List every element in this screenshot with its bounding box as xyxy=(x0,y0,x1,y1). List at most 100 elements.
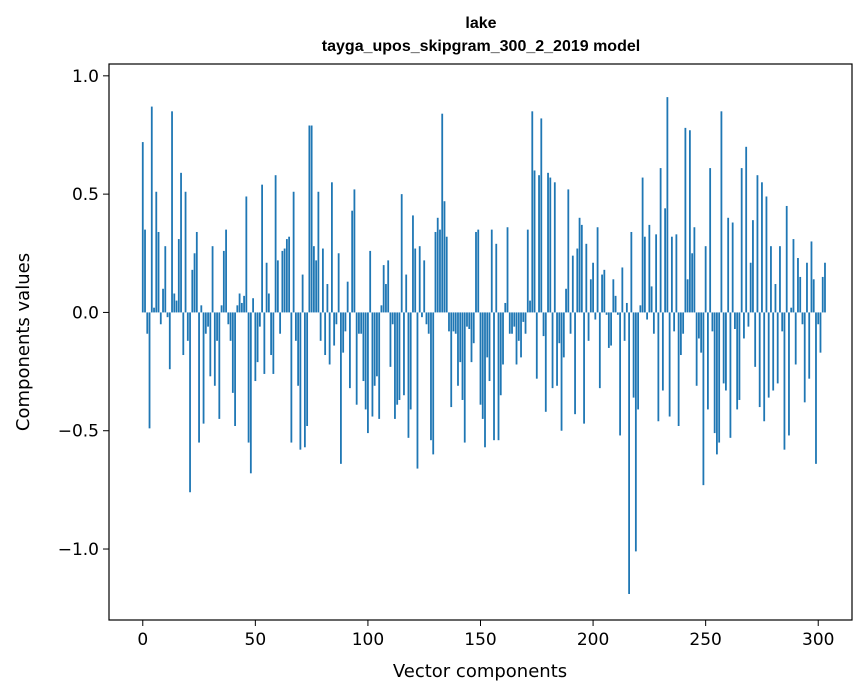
bar-component-13 xyxy=(171,111,173,313)
bar-component-269 xyxy=(747,312,750,327)
bar-component-180 xyxy=(547,172,549,313)
bar-component-29 xyxy=(207,312,209,327)
bar-component-51 xyxy=(256,312,259,363)
bar-component-251 xyxy=(707,312,709,410)
bar-component-241 xyxy=(684,127,687,313)
bar-component-80 xyxy=(321,248,324,313)
bar-component-62 xyxy=(281,250,284,313)
bar-component-218 xyxy=(632,312,635,398)
bar-component-208 xyxy=(610,312,612,346)
bar-component-135 xyxy=(445,236,448,313)
bar-component-193 xyxy=(576,248,579,313)
y-axis-ticks: 1.0 0.5 0.0 −0.5 −1.0 xyxy=(58,67,109,560)
bar-component-8 xyxy=(159,312,162,325)
bar-component-97 xyxy=(360,312,363,334)
bar-component-246 xyxy=(695,312,698,386)
bar-component-233 xyxy=(666,97,669,313)
bar-component-222 xyxy=(641,177,644,313)
bar-component-22 xyxy=(191,269,194,313)
bar-component-150 xyxy=(479,312,482,405)
bar-component-249 xyxy=(702,312,705,486)
x-tick-label: 150 xyxy=(464,630,496,650)
bar-component-40 xyxy=(231,312,234,393)
bar-component-48 xyxy=(249,312,252,474)
bar-component-169 xyxy=(522,312,525,322)
bar-component-79 xyxy=(319,312,322,341)
bar-component-106 xyxy=(380,305,383,313)
bar-component-164 xyxy=(511,312,513,334)
bar-component-275 xyxy=(761,182,763,313)
bar-component-299 xyxy=(815,312,817,464)
bar-component-168 xyxy=(520,312,522,358)
bar-component-165 xyxy=(513,312,516,327)
bar-component-155 xyxy=(490,229,493,313)
x-tick-label: 50 xyxy=(245,630,267,650)
bar-component-82 xyxy=(326,284,329,313)
bar-component-49 xyxy=(252,298,254,313)
bar-component-156 xyxy=(493,312,495,441)
bar-component-158 xyxy=(497,312,500,441)
bar-component-69 xyxy=(297,312,300,386)
bar-component-28 xyxy=(204,312,207,334)
bar-component-26 xyxy=(200,305,203,313)
bar-component-38 xyxy=(227,312,230,325)
bar-component-272 xyxy=(754,312,757,367)
bar-component-268 xyxy=(745,146,748,313)
bar-component-186 xyxy=(560,312,563,431)
x-tick-label: 100 xyxy=(352,630,384,650)
bar-component-102 xyxy=(371,312,374,417)
bar-component-65 xyxy=(288,236,291,313)
bar-component-96 xyxy=(358,312,360,334)
bar-component-59 xyxy=(274,175,277,313)
bar-component-243 xyxy=(688,130,691,313)
bar-component-43 xyxy=(238,293,241,313)
bar-component-161 xyxy=(504,302,507,313)
bar-component-163 xyxy=(508,312,511,334)
bar-component-21 xyxy=(189,312,191,493)
bar-component-90 xyxy=(344,312,347,332)
bar-component-189 xyxy=(567,189,570,313)
bar-component-238 xyxy=(677,312,680,426)
bar-component-11 xyxy=(166,312,169,318)
bar-component-252 xyxy=(709,168,712,313)
bar-component-103 xyxy=(373,312,376,386)
bar-component-298 xyxy=(812,279,815,313)
bar-component-302 xyxy=(821,276,824,313)
bar-component-237 xyxy=(675,234,678,313)
x-tick-label: 0 xyxy=(137,630,148,650)
y-tick-label: −1.0 xyxy=(58,540,99,560)
bar-component-279 xyxy=(770,246,772,313)
bar-component-107 xyxy=(382,265,385,313)
bar-component-282 xyxy=(776,312,779,384)
bar-component-124 xyxy=(421,312,423,318)
bar-component-261 xyxy=(729,312,732,438)
bar-component-3 xyxy=(148,312,151,429)
bar-component-182 xyxy=(551,312,554,389)
bar-component-247 xyxy=(698,312,700,339)
bar-component-267 xyxy=(743,312,745,339)
bar-component-66 xyxy=(290,312,293,443)
bar-component-221 xyxy=(639,305,642,313)
bar-component-181 xyxy=(549,177,552,313)
bar-component-209 xyxy=(612,279,615,313)
bar-component-19 xyxy=(184,191,187,313)
bar-component-278 xyxy=(767,312,770,398)
bar-component-101 xyxy=(369,250,372,313)
bar-component-204 xyxy=(601,274,603,313)
bar-component-188 xyxy=(565,288,567,313)
x-tick-label: 250 xyxy=(689,630,721,650)
bar-component-122 xyxy=(416,312,419,469)
bar-component-25 xyxy=(198,312,200,443)
bar-component-184 xyxy=(556,312,558,386)
bar-component-116 xyxy=(403,312,405,396)
bar-component-200 xyxy=(592,262,594,313)
bar-component-5 xyxy=(153,307,155,313)
bar-component-10 xyxy=(164,246,167,313)
bar-component-199 xyxy=(589,279,592,313)
bar-component-166 xyxy=(515,312,518,365)
chart-title-line-1: lake xyxy=(465,15,496,32)
bar-component-7 xyxy=(157,231,160,313)
bar-component-32 xyxy=(213,312,216,386)
bar-component-109 xyxy=(387,260,390,313)
bar-component-212 xyxy=(619,312,621,436)
